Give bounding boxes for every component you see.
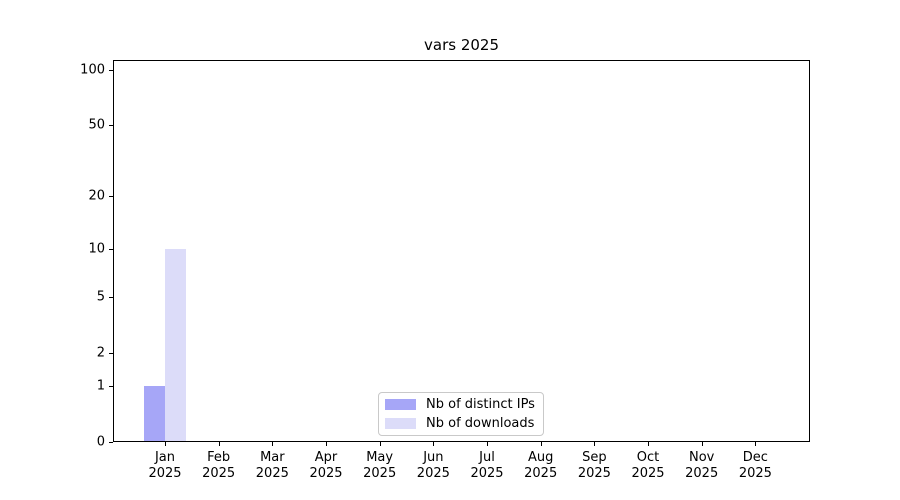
x-tick-mark — [433, 442, 435, 446]
x-tick-mark — [272, 442, 274, 446]
y-tick-label: 2 — [96, 345, 105, 361]
y-tick-label: 50 — [88, 117, 105, 133]
x-tick-mark — [487, 442, 489, 446]
chart-title: vars 2025 — [424, 36, 499, 54]
x-tick-mark — [755, 442, 757, 446]
legend: Nb of distinct IPs Nb of downloads — [378, 392, 544, 436]
x-tick-label: Aug 2025 — [524, 450, 558, 481]
y-tick-mark — [109, 386, 113, 388]
x-tick-mark — [218, 442, 220, 446]
x-tick-label: May 2025 — [363, 450, 397, 481]
x-tick-mark — [648, 442, 650, 446]
plot-area — [113, 60, 810, 442]
y-tick-label: 1 — [96, 378, 105, 394]
x-tick-label: Jun 2025 — [416, 450, 450, 481]
x-tick-mark — [379, 442, 381, 446]
x-tick-label: Jan 2025 — [148, 450, 182, 481]
y-tick-mark — [109, 124, 113, 126]
legend-row-downloads: Nb of downloads — [385, 416, 543, 431]
x-tick-mark — [165, 442, 166, 446]
y-tick-mark — [109, 297, 113, 299]
x-tick-mark — [326, 442, 327, 446]
x-tick-label: Dec 2025 — [738, 450, 772, 481]
x-tick-mark — [594, 442, 596, 446]
legend-swatch-distinct-ips — [385, 399, 416, 410]
y-tick-mark — [109, 353, 113, 355]
x-tick-mark — [701, 442, 703, 446]
y-tick-mark — [109, 196, 113, 198]
x-tick-label: Nov 2025 — [685, 450, 719, 481]
x-tick-mark — [540, 442, 542, 446]
y-tick-label: 100 — [80, 62, 105, 78]
legend-swatch-downloads — [385, 418, 416, 429]
y-tick-mark — [109, 248, 113, 250]
x-tick-label: Feb 2025 — [202, 450, 236, 481]
legend-row-distinct-ips: Nb of distinct IPs — [385, 397, 543, 412]
x-tick-label: Oct 2025 — [631, 450, 665, 481]
x-tick-label: Jul 2025 — [470, 450, 504, 481]
y-tick-mark — [109, 442, 113, 443]
y-tick-label: 20 — [88, 188, 105, 204]
x-tick-label: Sep 2025 — [577, 450, 611, 481]
y-tick-label: 5 — [96, 289, 105, 305]
y-tick-mark — [109, 69, 113, 71]
x-tick-label: Apr 2025 — [309, 450, 343, 481]
y-tick-label: 0 — [96, 434, 105, 450]
x-tick-label: Mar 2025 — [255, 450, 289, 481]
legend-label-distinct-ips: Nb of distinct IPs — [426, 397, 535, 412]
y-tick-label: 10 — [88, 241, 105, 257]
legend-label-downloads: Nb of downloads — [426, 416, 535, 431]
